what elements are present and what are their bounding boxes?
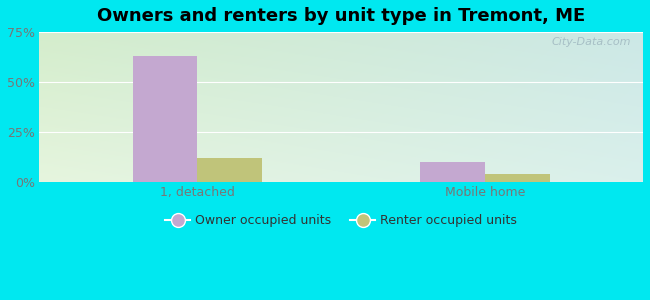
Title: Owners and renters by unit type in Tremont, ME: Owners and renters by unit type in Tremo… [97, 7, 585, 25]
Legend: Owner occupied units, Renter occupied units: Owner occupied units, Renter occupied un… [160, 209, 522, 232]
Bar [420, 162, 485, 182]
Text: City-Data.com: City-Data.com [551, 37, 631, 46]
Bar [485, 174, 550, 182]
Bar [198, 158, 262, 182]
Bar [133, 56, 198, 182]
